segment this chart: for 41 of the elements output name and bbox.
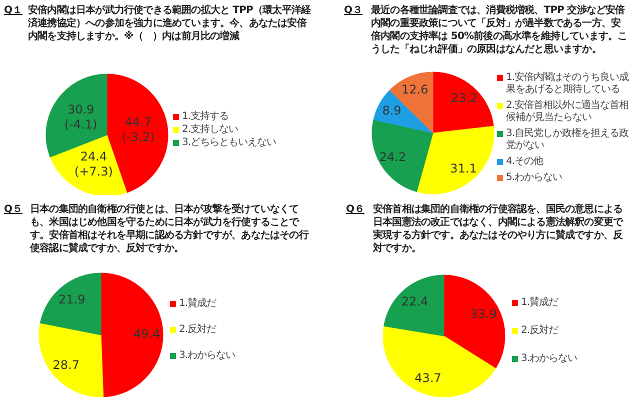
chart-title: Q３ 最近の各種世論調査では、消費税増税、TPP 交渉など安倍内閣の重要政策について「反対」が過半数である一方、安倍内閣の支持率は 50%前後の高水準を維持しています。こうした「ねじれ評価」の原因はなんだと思いますか。 (344, 4, 628, 56)
data-label: 8.9 (382, 104, 402, 118)
data-label: 44.7 (-3.2) (122, 115, 155, 144)
pie-slice (372, 119, 434, 192)
legend-label: 1.賛成だ (179, 298, 216, 310)
legend-label: 3.わからない (521, 353, 578, 365)
data-label: 23.2 (450, 90, 478, 105)
chart-title: Q６ 安倍首相は集団的自衛権の行使容認を、国民の意思による日本国憲法の改正ではなく、内閣による憲法解釈の変更で実現する方針です。あなたはそのやり方に賛成ですか、反対ですか。 (346, 203, 624, 255)
pie-slice (416, 126, 494, 194)
pie-slice (38, 322, 104, 398)
pie-slice (382, 326, 496, 398)
data-label: 49.4 (134, 327, 160, 342)
data-label: 21.9 (58, 292, 86, 307)
legend-label: 5.わからない (506, 172, 562, 184)
pie-slice (432, 72, 494, 134)
legend-label: 1.賛成だ (521, 297, 558, 309)
legend-label: 3.どちらともいえない (182, 137, 276, 149)
data-label: 31.1 (450, 162, 477, 176)
data-label: 33.9 (470, 307, 497, 322)
data-label: 30.9 (-4.1) (64, 102, 98, 132)
legend-label: 2.安倍首相以外に適当な首相候補が見当たらない (506, 100, 630, 124)
pie-slice (384, 274, 444, 336)
legend-label: 3.自民党しか政権を担える政党がない (506, 128, 630, 152)
legend-label: 4.その他 (506, 156, 544, 168)
data-label: 24.4 (+7.3) (74, 149, 113, 178)
legend-label: 2.反対だ (179, 324, 216, 336)
data-label: 22.4 (401, 294, 428, 309)
pie-slice (40, 272, 102, 336)
pie-slice (444, 274, 506, 369)
data-label: 12.6 (402, 82, 428, 97)
chart-title: Q１ 安倍内閣は日本が武力行使できる範囲の拡大と TPP（環太平洋経済連携協定）への参加を強力に進めています。今、あなたは安倍内閣を支持しますか。※（ ）内は前月比の増減 (4, 4, 312, 43)
legend-label: 2.反対だ (521, 325, 558, 337)
data-label: 24.2 (379, 150, 406, 164)
data-label: 28.7 (52, 358, 80, 372)
legend-label: 3.わからない (179, 350, 236, 362)
chart-title: Q５ 日本の集団的自衛権の行使とは、日本が攻撃を受けていなくても、米国はじめ他国を守るために日本が武力を行使することです。安倍首相はそれを早期に認める方針ですが、あなたはその行使容認に賛成ですか、反対ですか。 (4, 203, 310, 255)
data-label: 43.7 (414, 371, 442, 386)
legend-label: 1.安倍内閣はそのうち良い成果をあげると期待している (506, 72, 630, 96)
legend-label: 2.支持しない (182, 124, 238, 136)
legend-label: 1.支持する (182, 111, 229, 123)
pie-slice (100, 272, 164, 398)
